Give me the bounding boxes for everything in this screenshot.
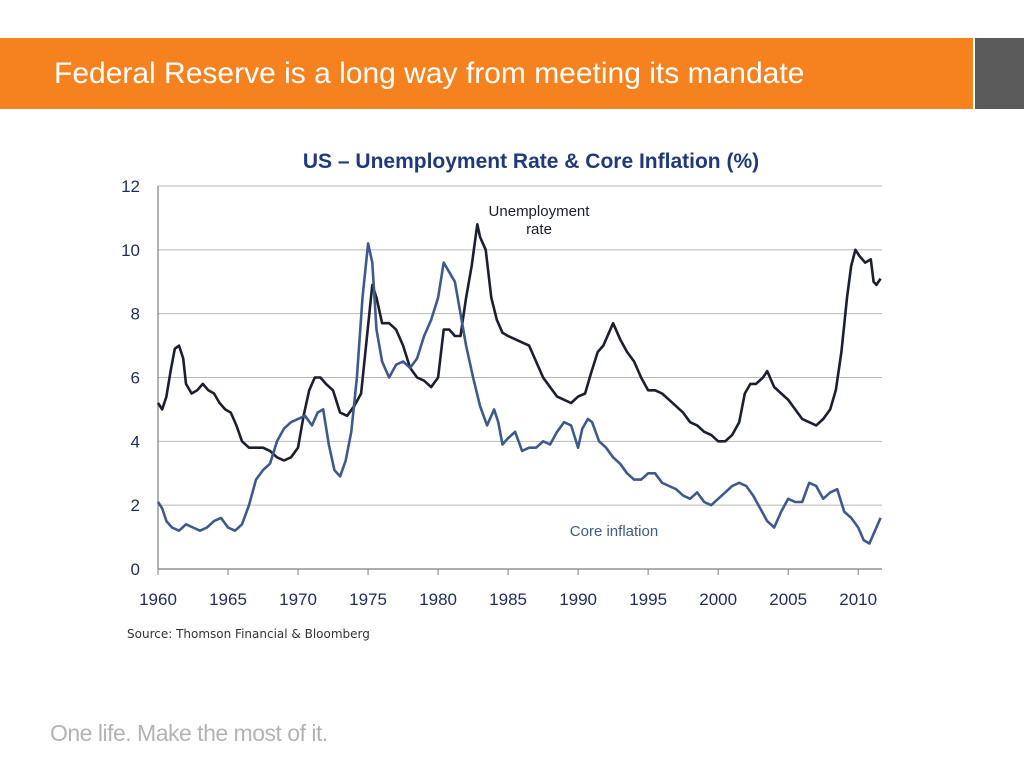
annotation-unemployment: Unemployment <box>489 203 591 220</box>
source-note: Source: Thomson Financial & Bloomberg <box>127 627 370 641</box>
x-tick-label: 1975 <box>349 590 387 609</box>
x-tick-label: 2005 <box>769 590 807 609</box>
y-tick-label: 12 <box>121 177 140 196</box>
chart-title: US – Unemployment Rate & Core Inflation … <box>303 150 759 173</box>
x-tick-label: 1995 <box>629 590 667 609</box>
header-bar <box>0 38 973 109</box>
tagline: One life. Make the most of it. <box>50 720 328 746</box>
x-tick-label: 1985 <box>489 590 527 609</box>
y-tick-label: 2 <box>131 496 140 515</box>
series-line-core_inflation <box>156 242 882 545</box>
x-tick-label: 1960 <box>139 590 177 609</box>
x-tick-label: 1990 <box>559 590 597 609</box>
series-line-unemployment <box>156 223 882 462</box>
x-tick-label: 2010 <box>839 590 877 609</box>
annotation-unemployment: rate <box>526 221 552 238</box>
y-tick-label: 8 <box>131 305 140 324</box>
annotation-core_inflation: Core inflation <box>570 523 658 540</box>
y-tick-label: 4 <box>131 432 140 451</box>
x-tick-label: 2000 <box>699 590 737 609</box>
header-side-block <box>975 38 1024 109</box>
y-tick-label: 10 <box>121 241 140 260</box>
x-tick-label: 1980 <box>419 590 457 609</box>
y-tick-label: 0 <box>131 560 140 579</box>
chart-axes: 0 2 4 6 8 10 12 1960 1965 1970 1975 1980 1985 1990 199… <box>121 177 882 609</box>
x-tick-label: 1970 <box>279 590 317 609</box>
x-tick-label: 1965 <box>209 590 247 609</box>
chart-grid <box>158 185 882 506</box>
chart-series <box>156 223 882 545</box>
slide-title: Federal Reserve is a long way from meeti… <box>54 57 805 90</box>
y-tick-label: 6 <box>131 369 140 388</box>
